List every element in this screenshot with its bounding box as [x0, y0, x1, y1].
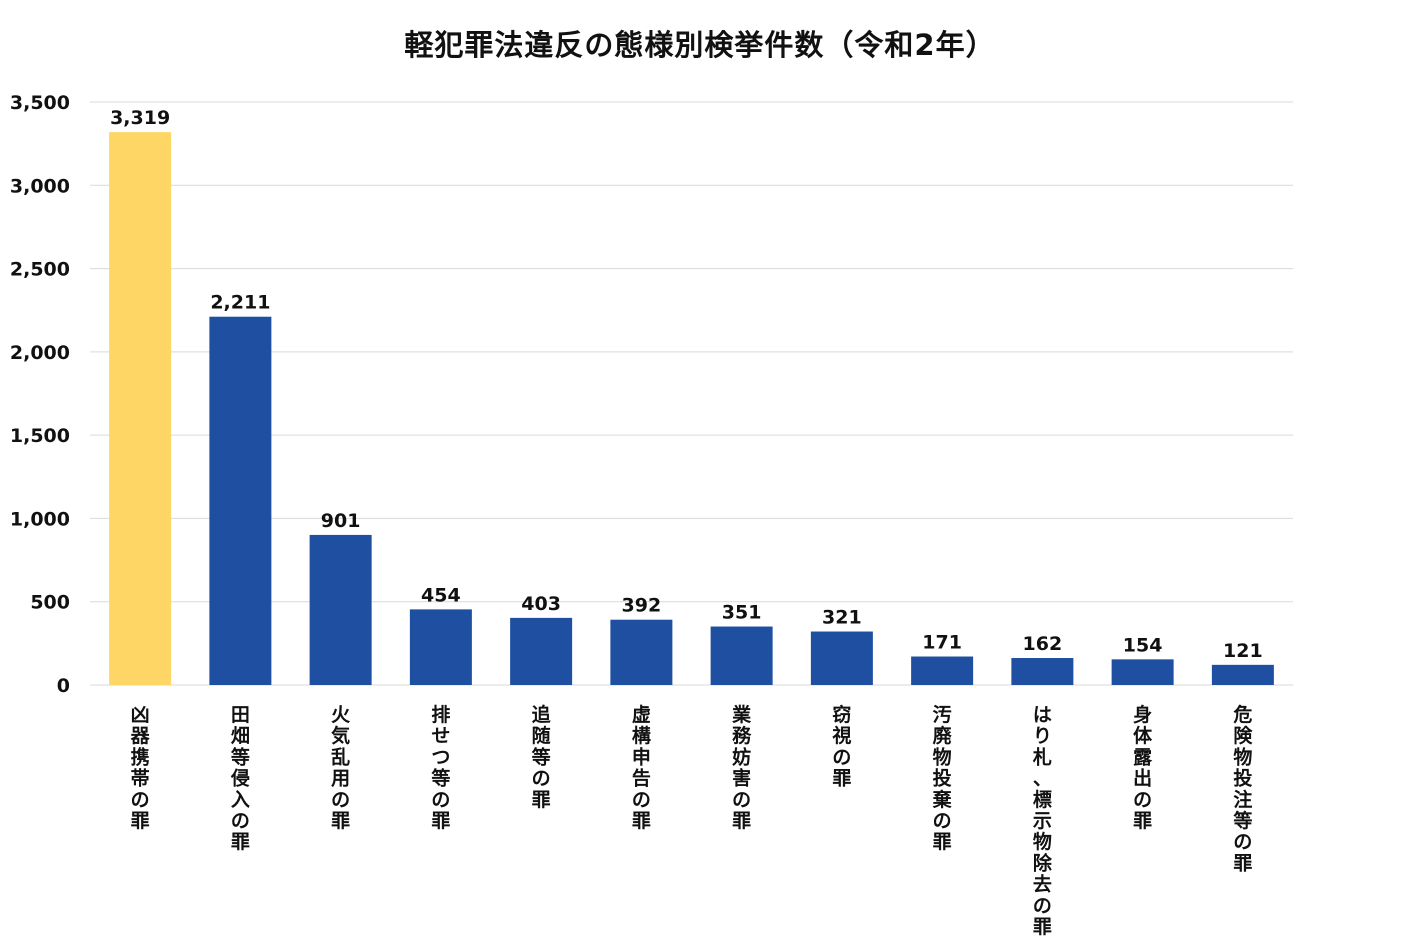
bar: [109, 132, 172, 686]
category-label: はり札、標示物除去の罪: [1032, 704, 1053, 938]
data-label: 392: [622, 595, 662, 617]
bar: [1111, 659, 1174, 685]
category-label: 虚構申告の罪: [632, 703, 651, 832]
category-label: 業務妨害の罪: [731, 703, 752, 832]
y-tick-label: 1,000: [10, 508, 70, 530]
y-tick-label: 500: [30, 592, 70, 614]
category-label: 汚廃物投棄の罪: [933, 704, 953, 853]
category-label: 危険物投注等の罪: [1232, 703, 1253, 874]
data-label: 901: [321, 510, 361, 532]
y-tick-label: 0: [57, 675, 70, 697]
bar: [710, 626, 773, 685]
y-tick-label: 2,500: [10, 259, 70, 281]
data-label: 403: [521, 593, 561, 615]
data-label: 154: [1123, 634, 1163, 656]
data-label: 321: [822, 607, 862, 629]
category-label: 追随等の罪: [531, 703, 551, 811]
data-label: 162: [1023, 633, 1063, 655]
y-tick-label: 3,500: [10, 92, 70, 114]
bar: [510, 617, 573, 685]
data-label: 121: [1223, 640, 1263, 662]
category-label: 凶器携帯の罪: [130, 704, 151, 832]
category-label: 田畑等侵入の罪: [230, 704, 250, 853]
bar: [1011, 658, 1074, 685]
data-label: 171: [922, 632, 962, 654]
bar: [610, 619, 673, 685]
bar: [409, 609, 472, 685]
y-tick-label: 3,000: [10, 175, 70, 197]
data-label: 351: [722, 602, 762, 624]
category-label: 排せつ等の罪: [430, 703, 450, 832]
bar: [911, 656, 974, 685]
bar: [1211, 664, 1274, 685]
y-tick-label: 2,000: [10, 342, 70, 364]
data-label: 454: [421, 584, 461, 606]
chart-title: 軽犯罪法違反の態様別検挙件数（令和2年）: [404, 28, 996, 62]
category-label: 身体露出の罪: [1133, 703, 1153, 832]
bar: [810, 631, 873, 685]
category-label: 火気乱用の罪: [331, 704, 351, 832]
category-label: 窃視の罪: [831, 703, 851, 790]
data-label: 3,319: [110, 107, 170, 129]
y-tick-label: 1,500: [10, 425, 70, 447]
bar: [209, 316, 272, 685]
bar: [309, 534, 372, 685]
data-label: 2,211: [210, 292, 270, 314]
